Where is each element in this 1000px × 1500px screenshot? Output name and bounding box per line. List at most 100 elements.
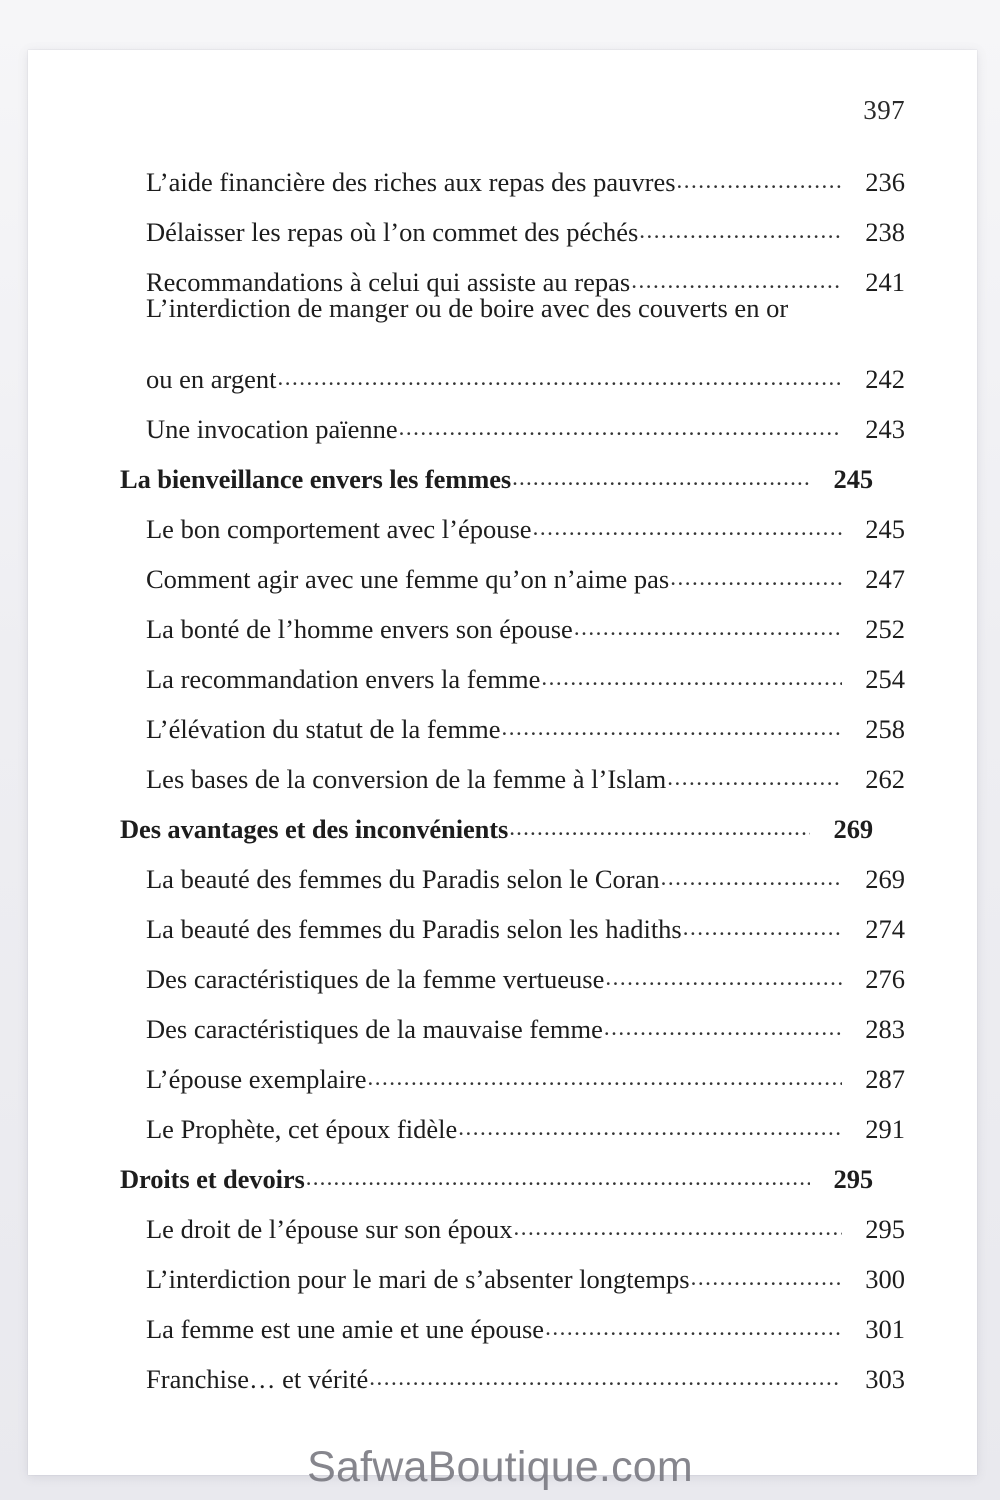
toc-entry-title: Des caractéristiques de la femme vertueu… [146, 963, 605, 994]
dot-leader: ........................................… [573, 616, 842, 639]
toc-page-number: 295 [833, 1163, 874, 1194]
dot-leader: ........................................… [398, 416, 842, 439]
toc-entry-row[interactable]: L’épouse exemplaire.....................… [120, 1042, 905, 1092]
toc-page-number: 245 [865, 513, 905, 544]
toc-entry-title: Le droit de l’épouse sur son époux [146, 1213, 513, 1244]
dot-leader: ........................................… [458, 1116, 842, 1139]
dot-leader: ........................................… [541, 666, 842, 689]
dot-leader: ........................................… [690, 1266, 842, 1289]
toc-entry-title: Une invocation païenne [146, 413, 398, 444]
toc-entry-row[interactable]: Une invocation païenne..................… [120, 392, 905, 442]
toc-entry-row[interactable]: La beauté des femmes du Paradis selon le… [120, 842, 905, 892]
dot-leader: ........................................… [305, 1166, 810, 1189]
toc-page-number: 254 [865, 663, 905, 694]
book-page: 397 L’aide financière des riches aux rep… [28, 50, 977, 1475]
dot-leader: ........................................… [509, 816, 810, 839]
dot-leader: ........................................… [532, 516, 842, 539]
toc-section-row[interactable]: La bienveillance envers les femmes......… [120, 442, 905, 492]
toc-entry-title: Le Prophète, cet époux fidèle [146, 1113, 458, 1144]
toc-section-title: Droits et devoirs [120, 1163, 305, 1194]
toc-entry-row[interactable]: Les bases de la conversion de la femme à… [120, 742, 905, 792]
dot-leader: ........................................… [513, 1216, 843, 1239]
toc-entry-row[interactable]: Délaisser les repas où l’on commet des p… [120, 195, 905, 245]
toc-page-number: 269 [865, 863, 905, 894]
toc-entry-row[interactable]: Le Prophète, cet époux fidèle...........… [120, 1092, 905, 1142]
toc-page-number: 303 [865, 1363, 905, 1394]
dot-leader: ........................................… [631, 269, 842, 292]
page-folio-number: 397 [863, 95, 905, 125]
toc-page-number: 269 [833, 813, 874, 844]
toc-page-number: 241 [865, 266, 905, 297]
dot-leader: ........................................… [605, 966, 842, 989]
site-watermark: SafwaBoutique.com [307, 1443, 693, 1491]
dot-leader: ........................................… [667, 766, 842, 789]
toc-page-number: 242 [865, 363, 905, 394]
toc-page-number: 300 [865, 1263, 905, 1294]
dot-leader: ........................................… [660, 866, 842, 889]
toc-entry-row[interactable]: ou en argent............................… [120, 342, 905, 392]
dot-leader: ........................................… [670, 566, 842, 589]
toc-page-number: 283 [865, 1013, 905, 1044]
toc-entry-row[interactable]: L’interdiction pour le mari de s’absente… [120, 1242, 905, 1292]
toc-entry-title: L’élévation du statut de la femme [146, 713, 501, 744]
toc-page-number: 287 [865, 1063, 905, 1094]
toc-entry-row[interactable]: Le bon comportement avec l’épouse.......… [120, 492, 905, 542]
dot-leader: ........................................… [682, 916, 842, 939]
toc-page-number: 243 [865, 413, 905, 444]
toc-entry-title: La bonté de l’homme envers son épouse [146, 613, 573, 644]
toc-page-number: 276 [865, 963, 905, 994]
toc-page-number: 274 [865, 913, 905, 944]
toc-page-number: 291 [865, 1113, 905, 1144]
toc-page-number: 258 [865, 713, 905, 744]
toc-entry-title: L’aide financière des riches aux repas d… [146, 166, 676, 197]
toc-entry-title: La beauté des femmes du Paradis selon le… [146, 913, 682, 944]
toc-entry-title: La beauté des femmes du Paradis selon le… [146, 863, 660, 894]
dot-leader: ........................................… [603, 1016, 842, 1039]
toc-section-row[interactable]: Droits et devoirs.......................… [120, 1142, 905, 1192]
toc-entry-title: Les bases de la conversion de la femme à… [146, 763, 667, 794]
dot-leader: ........................................… [367, 1066, 842, 1089]
toc-entry-row[interactable]: Comment agir avec une femme qu’on n’aime… [120, 542, 905, 592]
toc-entry-row[interactable]: L’élévation du statut de la femme.......… [120, 692, 905, 742]
dot-leader: ........................................… [545, 1316, 842, 1339]
toc-entry-row[interactable]: La femme est une amie et une épouse.....… [120, 1292, 905, 1342]
toc-entry-title: Le bon comportement avec l’épouse [146, 513, 532, 544]
toc-entry-row[interactable]: La recommandation envers la femme.......… [120, 642, 905, 692]
dot-leader: ........................................… [639, 219, 842, 242]
toc-entry-row[interactable]: La bonté de l’homme envers son épouse...… [120, 592, 905, 642]
toc-entry-row[interactable]: Des caractéristiques de la femme vertueu… [120, 942, 905, 992]
toc-entry-title: L’épouse exemplaire [146, 1063, 367, 1094]
toc-page-number: 301 [865, 1313, 905, 1344]
toc-entry-title: L’interdiction pour le mari de s’absente… [146, 1263, 690, 1294]
toc-entry-title: Franchise… et vérité [146, 1363, 369, 1394]
toc-entry-row[interactable]: Des caractéristiques de la mauvaise femm… [120, 992, 905, 1042]
toc-entry-title: ou en argent [146, 363, 277, 394]
toc-section-title: Des avantages et des inconvénients [120, 813, 509, 844]
toc-entry-title: Recommandations à celui qui assiste au r… [146, 266, 631, 297]
toc-page-number: 238 [865, 216, 905, 247]
toc-entry-title: Délaisser les repas où l’on commet des p… [146, 216, 639, 247]
toc-page-number: 252 [865, 613, 905, 644]
toc-section-title: La bienveillance envers les femmes [120, 463, 512, 494]
toc-entry-title: La femme est une amie et une épouse [146, 1313, 545, 1344]
toc-entry-title: Des caractéristiques de la mauvaise femm… [146, 1013, 603, 1044]
toc-page-number: 247 [865, 563, 905, 594]
toc-section-row[interactable]: Des avantages et des inconvénients......… [120, 792, 905, 842]
toc-entry-row[interactable]: Le droit de l’épouse sur son époux......… [120, 1192, 905, 1242]
dot-leader: ........................................… [501, 716, 842, 739]
dot-leader: ........................................… [277, 366, 843, 389]
table-of-contents: L’aide financière des riches aux repas d… [120, 145, 905, 1392]
toc-entry-title: La recommandation envers la femme [146, 663, 541, 694]
toc-entry-title: Comment agir avec une femme qu’on n’aime… [146, 563, 670, 594]
toc-entry-row[interactable]: Recommandations à celui qui assiste au r… [120, 245, 905, 295]
toc-page-number: 262 [865, 763, 905, 794]
toc-entry-row[interactable]: Franchise… et vérité....................… [120, 1342, 905, 1392]
dot-leader: ........................................… [369, 1366, 842, 1389]
toc-page-number: 245 [833, 463, 874, 494]
toc-entry-line-continued[interactable]: L’interdiction de manger ou de boire ave… [146, 293, 789, 323]
toc-page-number: 236 [865, 166, 905, 197]
toc-entry-row[interactable]: L’aide financière des riches aux repas d… [120, 145, 905, 195]
dot-leader: ........................................… [676, 169, 842, 192]
toc-page-number: 295 [865, 1213, 905, 1244]
toc-entry-row[interactable]: La beauté des femmes du Paradis selon le… [120, 892, 905, 942]
